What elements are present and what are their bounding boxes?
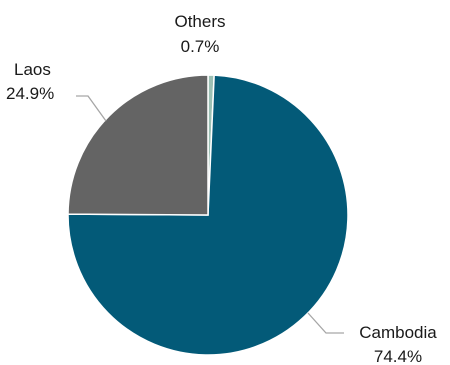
pie-slices — [67, 74, 349, 356]
leader-line-laos — [76, 95, 107, 122]
slice-value-cambodia: 74.4% — [374, 347, 422, 365]
leader-line-cambodia — [307, 312, 344, 334]
leader-lines — [76, 95, 344, 334]
slice-value-others: 0.7% — [181, 37, 220, 56]
slice-label-cambodia: Cambodia — [359, 323, 437, 342]
slice-label-others: Others — [174, 12, 225, 31]
slice-label-laos: Laos — [14, 60, 51, 79]
slice-value-laos: 24.9% — [6, 84, 54, 103]
pie-slice-laos — [67, 74, 209, 216]
